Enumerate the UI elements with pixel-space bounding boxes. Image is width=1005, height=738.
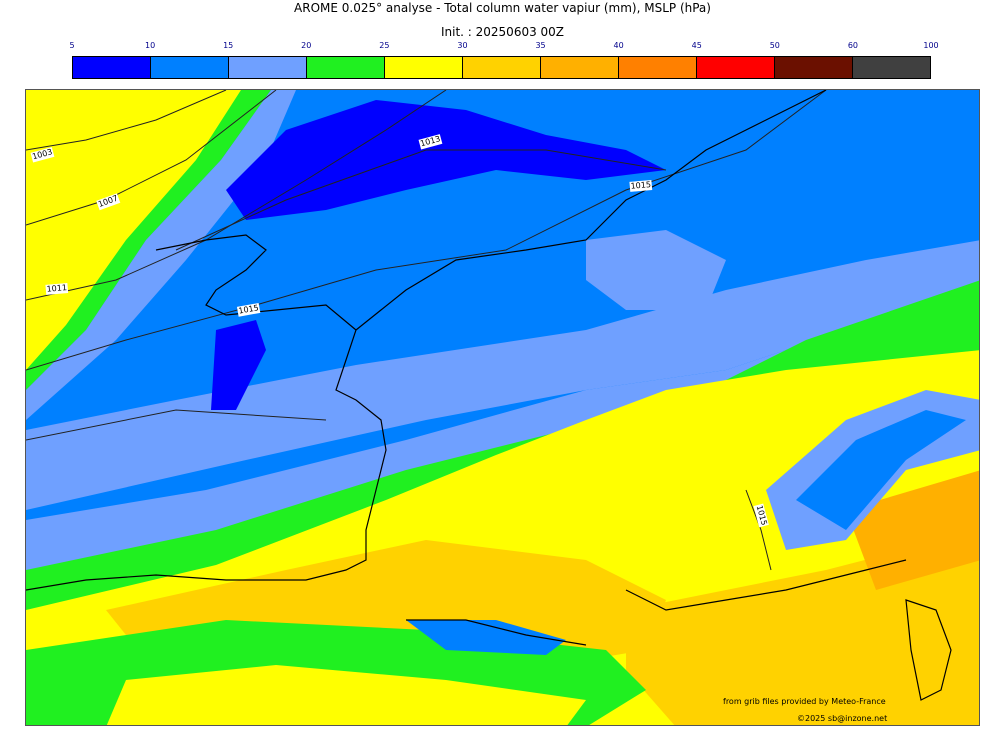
field-25-30-iberia [106, 665, 586, 725]
data-source-credit: from grib files provided by Meteo-France [723, 697, 886, 706]
copyright-credit: ©2025 sb@inzone.net [797, 714, 888, 723]
colorbar-tick-label: 20 [301, 41, 312, 50]
border-pyrenees [406, 619, 587, 646]
field-5-10-north [226, 100, 666, 220]
colorbar-segment [619, 57, 697, 78]
colorbar-segment [73, 57, 151, 78]
colorbar [72, 56, 931, 79]
colorbar-segment [853, 57, 930, 78]
field-15-20-central [26, 240, 979, 510]
colorbar-tick-label: 100 [923, 41, 939, 50]
isobar-label-1011: 1011 [46, 283, 67, 294]
coastline-atlantic [26, 234, 387, 591]
colorbar-tick-label: 50 [769, 41, 780, 50]
colorbar-segment [541, 57, 619, 78]
isobar-1013-line [175, 149, 667, 251]
field-15-20-band [26, 90, 296, 420]
isobar-alps-line [745, 489, 772, 571]
colorbar-segment [463, 57, 541, 78]
chart-title: AROME 0.025° analyse - Total column wate… [294, 1, 711, 15]
coastline-med [625, 559, 907, 611]
colorbar-tick-label: 40 [613, 41, 624, 50]
colorbar-ticks: 5 10 15 20 25 30 35 40 45 50 60 100 [0, 41, 1005, 53]
isobar-1015-line [26, 90, 827, 371]
alps-10-15 [796, 410, 966, 530]
colorbar-tick-label: 10 [144, 41, 156, 50]
colorbar-tick-label: 60 [847, 41, 858, 50]
colorbar-segment [775, 57, 853, 78]
colorbar-tick-label: 15 [223, 41, 234, 50]
isobar-label-1015-east: 1015 [630, 180, 651, 191]
colorbar-segment [307, 57, 385, 78]
colorbar-tick-label: 30 [457, 41, 468, 50]
colorbar-tick-label: 35 [535, 41, 546, 50]
colorbar-segment [151, 57, 229, 78]
map-canvas: 1003 1007 1011 1015 1013 1015 1015 [26, 90, 979, 725]
colorbar-segment [697, 57, 775, 78]
field-5-10-brittany [211, 320, 266, 410]
weather-map: 1003 1007 1011 1015 1013 1015 1015 [25, 89, 980, 726]
isobar-label-1015-west: 1015 [238, 303, 260, 315]
coastline-channel [355, 90, 827, 331]
colorbar-tick-label: 25 [379, 41, 390, 50]
colorbar-segment [385, 57, 463, 78]
colorbar-tick-label: 45 [691, 41, 702, 50]
field-15-20-patch [586, 230, 726, 310]
isobar-1003-line [26, 90, 227, 151]
isobar-1011-line [26, 90, 447, 301]
init-time: Init. : 20250603 00Z [440, 25, 565, 39]
field-25-30-west [26, 90, 241, 370]
colorbar-tick-label: 5 [69, 41, 75, 50]
pyrenees-10-15 [406, 620, 566, 655]
isobar-south-line [26, 409, 327, 441]
coastline-corsica [905, 599, 952, 701]
colorbar-segment [229, 57, 307, 78]
isobar-1007-line [26, 90, 277, 226]
